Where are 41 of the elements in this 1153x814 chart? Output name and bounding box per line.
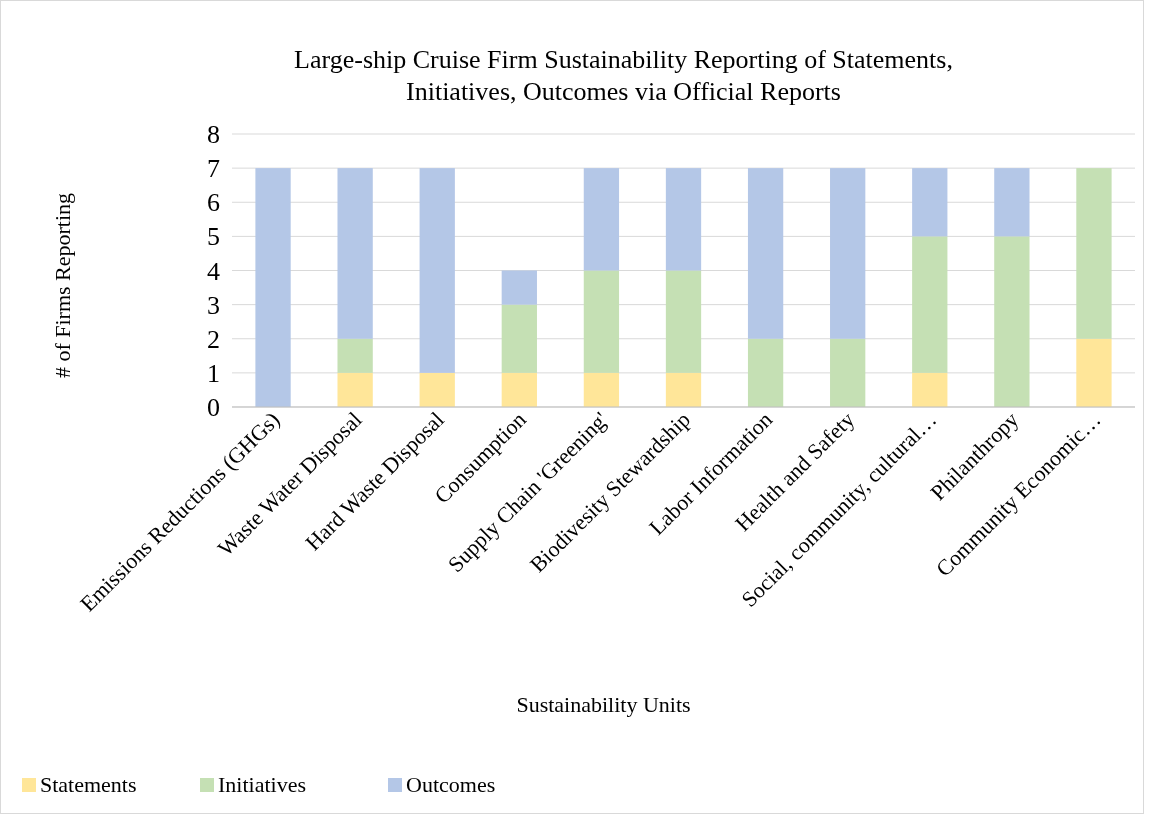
bar bbox=[912, 168, 948, 237]
bar bbox=[912, 236, 948, 373]
bar bbox=[501, 304, 537, 373]
y-tick-label: 6 bbox=[207, 188, 220, 218]
bar bbox=[583, 372, 620, 407]
bar bbox=[830, 168, 866, 339]
bar bbox=[994, 236, 1030, 407]
bar bbox=[337, 372, 373, 407]
y-tick-label: 1 bbox=[207, 358, 220, 388]
y-tick-label: 8 bbox=[207, 120, 220, 150]
legend-label: Initiatives bbox=[218, 772, 306, 797]
bar bbox=[830, 338, 866, 407]
bar bbox=[583, 168, 620, 271]
y-tick-label: 0 bbox=[207, 393, 220, 423]
bar bbox=[337, 168, 373, 339]
bar bbox=[665, 270, 702, 373]
bar bbox=[419, 372, 455, 407]
bar bbox=[1076, 338, 1112, 407]
bar bbox=[747, 338, 784, 407]
y-tick-label: 5 bbox=[207, 222, 220, 252]
bar bbox=[501, 372, 537, 407]
y-tick-label: 4 bbox=[207, 256, 220, 286]
chart-title: Large-ship Cruise Firm Sustainability Reporting of Statements, Initiatives, Outcomes via Official Reports bbox=[294, 45, 953, 106]
bar bbox=[419, 168, 455, 373]
bar bbox=[501, 270, 537, 305]
bar bbox=[1076, 168, 1112, 339]
y-tick-label: 3 bbox=[207, 290, 220, 320]
bar bbox=[337, 338, 373, 373]
y-tick-label: 2 bbox=[207, 324, 220, 354]
bar bbox=[747, 168, 784, 339]
bar bbox=[665, 168, 702, 271]
bar bbox=[665, 372, 702, 407]
bar bbox=[255, 168, 291, 407]
bar bbox=[994, 168, 1030, 237]
y-tick-label: 7 bbox=[207, 154, 220, 184]
y-axis-title: # of Firms Reporting bbox=[50, 192, 75, 379]
legend-label: Outcomes bbox=[406, 772, 496, 797]
legend-label: Statements bbox=[40, 772, 137, 797]
bar bbox=[912, 372, 948, 407]
bar bbox=[583, 270, 620, 373]
x-axis-title: Sustainability Units bbox=[516, 692, 691, 717]
